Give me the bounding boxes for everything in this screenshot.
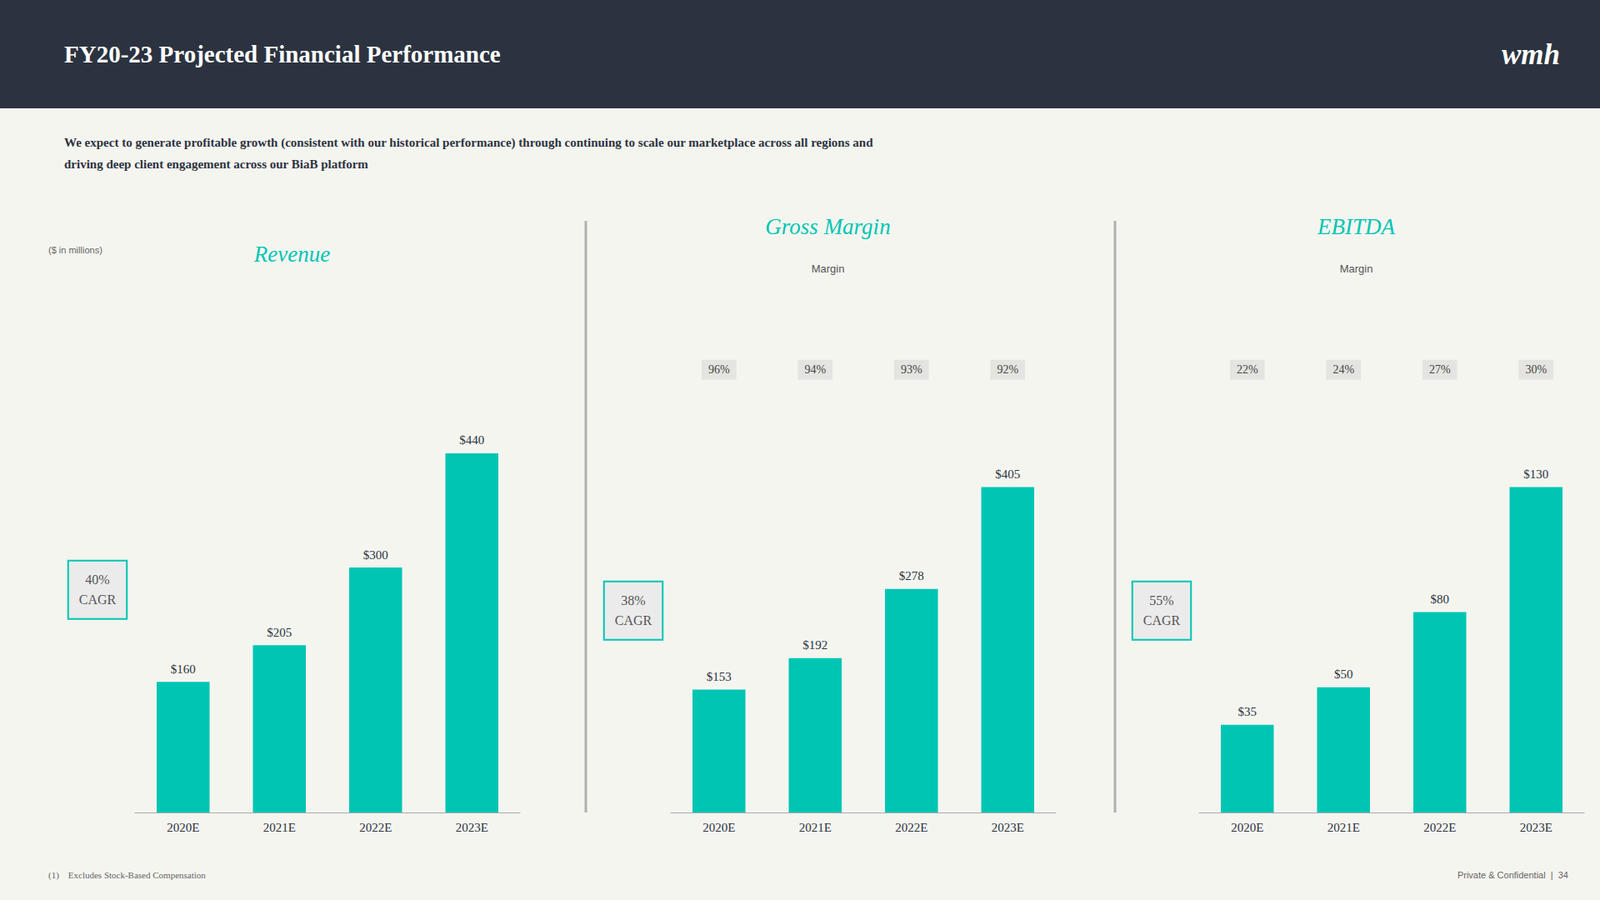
svg-text:2022E: 2022E (359, 820, 392, 835)
svg-text:2023E: 2023E (1520, 820, 1553, 835)
svg-text:$153: $153 (706, 670, 732, 684)
svg-text:($ in millions): ($ in millions) (48, 245, 103, 255)
svg-text:27%: 27% (1429, 363, 1451, 376)
svg-text:30%: 30% (1525, 363, 1547, 376)
svg-text:Gross Margin: Gross Margin (765, 214, 890, 240)
svg-text:Margin: Margin (811, 262, 845, 275)
svg-text:93%: 93% (900, 363, 923, 376)
svg-text:2021E: 2021E (263, 820, 296, 835)
svg-text:2020E: 2020E (702, 820, 735, 835)
svg-text:2020E: 2020E (1230, 820, 1264, 835)
svg-text:$160: $160 (170, 662, 196, 676)
svg-text:40%: 40% (85, 572, 110, 587)
svg-text:94%: 94% (804, 363, 826, 376)
svg-text:$130: $130 (1523, 467, 1549, 481)
svg-text:2023E: 2023E (455, 820, 489, 835)
svg-text:24%: 24% (1332, 363, 1355, 376)
svg-text:driving deep client engagement: driving deep client engagement across ou… (64, 157, 369, 171)
svg-text:96%: 96% (708, 363, 730, 376)
svg-text:2020E: 2020E (166, 820, 200, 835)
svg-text:We expect to generate profitab: We expect to generate profitable growth … (64, 135, 874, 150)
svg-text:2022E: 2022E (1423, 820, 1456, 835)
svg-text:(1) Excludes Stock-Based Co: (1) Excludes Stock-Based Compensation (48, 870, 206, 881)
svg-text:$50: $50 (1334, 667, 1354, 681)
svg-text:Private & Confidential | 34: Private & Confidential | 34 (1457, 870, 1569, 880)
svg-text:$405: $405 (995, 467, 1020, 481)
svg-text:EBITDA: EBITDA (1316, 214, 1395, 240)
svg-text:$80: $80 (1430, 592, 1450, 606)
svg-text:2022E: 2022E (895, 820, 928, 835)
svg-text:CAGR: CAGR (79, 592, 117, 607)
svg-text:2021E: 2021E (1327, 820, 1360, 835)
svg-text:2023E: 2023E (991, 820, 1025, 835)
svg-text:wmh: wmh (1501, 38, 1560, 71)
svg-text:2021E: 2021E (799, 820, 832, 835)
svg-text:$205: $205 (266, 625, 292, 640)
svg-text:38%: 38% (620, 593, 645, 608)
svg-text:$440: $440 (459, 433, 485, 447)
svg-text:$278: $278 (899, 569, 925, 583)
svg-text:$35: $35 (1238, 705, 1258, 719)
svg-text:CAGR: CAGR (1143, 613, 1181, 628)
svg-text:FY20-23 Projected Financial Pe: FY20-23 Projected Financial Performance (64, 40, 501, 68)
svg-text:55%: 55% (1149, 593, 1174, 608)
svg-text:$192: $192 (802, 638, 828, 652)
svg-text:$300: $300 (363, 548, 389, 562)
svg-text:Revenue: Revenue (253, 241, 330, 267)
svg-text:92%: 92% (996, 363, 1019, 376)
svg-text:CAGR: CAGR (615, 613, 653, 628)
svg-text:Margin: Margin (1340, 262, 1374, 275)
svg-text:22%: 22% (1236, 363, 1259, 376)
